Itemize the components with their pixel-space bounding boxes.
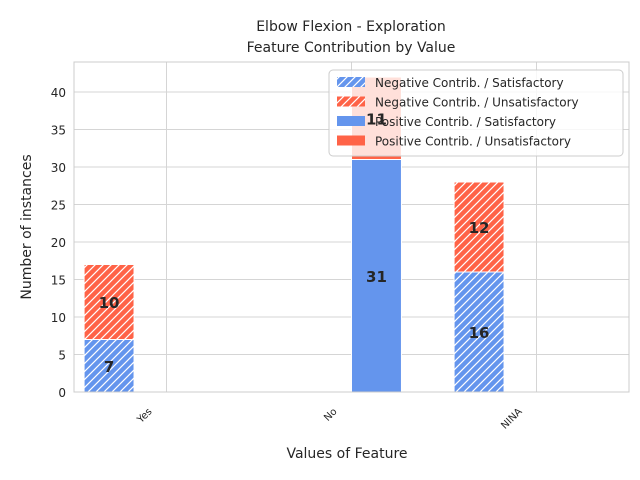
data-label: 12 xyxy=(469,219,490,237)
chart-title-line1: Elbow Flexion - Exploration xyxy=(256,19,446,35)
data-label: 10 xyxy=(99,294,120,312)
y-tick-label: 10 xyxy=(51,311,66,325)
bar-hatch xyxy=(84,264,135,340)
plot-frame xyxy=(73,61,630,393)
bar xyxy=(351,159,402,393)
y-tick-label: 35 xyxy=(51,124,66,138)
bar-hatch xyxy=(84,339,135,392)
y-tick-label: 40 xyxy=(51,86,66,100)
legend-label: Negative Contrib. / Satisfactory xyxy=(375,76,564,90)
data-label: 11 xyxy=(366,110,387,128)
y-tick-label: 20 xyxy=(51,236,66,250)
legend-label: Positive Contrib. / Satisfactory xyxy=(375,115,556,129)
x-tick-label: No xyxy=(322,406,339,423)
chart-title-line2: Feature Contribution by Value xyxy=(247,40,456,56)
legend: Negative Contrib. / Satisfactory Negative… xyxy=(328,69,624,157)
y-axis-label: Number of instances xyxy=(19,154,35,299)
data-label: 31 xyxy=(366,268,387,286)
x-tick-label: NINA xyxy=(499,406,524,431)
y-tick-label: 30 xyxy=(51,161,66,175)
data-label: 16 xyxy=(469,324,490,342)
y-tick-label: 15 xyxy=(51,274,66,288)
data-label: 7 xyxy=(104,358,114,376)
legend-label: Positive Contrib. / Unsatisfactory xyxy=(375,135,571,149)
x-tick-label: Yes xyxy=(135,406,155,426)
legend-swatch-hatch xyxy=(337,77,365,87)
legend-swatch xyxy=(337,116,365,126)
legend-swatch xyxy=(337,135,365,146)
x-axis-label: Values of Feature xyxy=(286,446,407,462)
legend-label: Negative Contrib. / Unsatisfactory xyxy=(375,96,579,110)
y-tick-label: 25 xyxy=(51,199,66,213)
y-tick-label: 5 xyxy=(58,349,66,363)
legend-swatch-hatch xyxy=(337,96,365,107)
legend-box xyxy=(328,69,624,157)
bar-hatch xyxy=(454,272,505,392)
y-tick-label: 0 xyxy=(58,386,66,400)
bar-hatch xyxy=(454,182,505,272)
